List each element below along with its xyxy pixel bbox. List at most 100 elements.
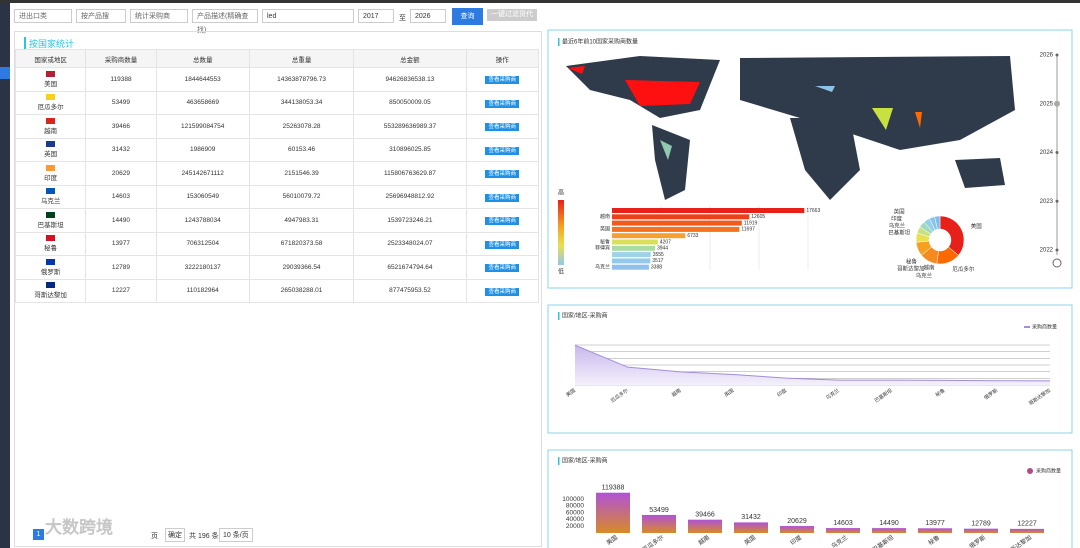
legend-swatch	[1027, 468, 1033, 474]
action-button[interactable]: 查看采购商	[485, 193, 519, 202]
timeline-dot[interactable]	[1055, 199, 1059, 203]
action-button[interactable]: 查看采购商	[485, 123, 519, 132]
slice-label: 乌克兰	[889, 221, 906, 229]
timeline-dot[interactable]	[1055, 151, 1059, 154]
category-label: 乌克兰	[595, 264, 610, 271]
value-label: 3517	[652, 258, 663, 264]
cell: 121599084754	[155, 114, 250, 139]
value-label: 3944	[657, 246, 668, 252]
country: 秘鲁	[44, 245, 58, 253]
x-tick-label: 厄瓜多尔	[609, 387, 629, 404]
legend-label: 采购商数量	[1032, 323, 1057, 330]
flag	[46, 94, 56, 101]
timeline-dot[interactable]	[1055, 53, 1059, 57]
page-button[interactable]: 1	[33, 529, 44, 540]
x-tick-label: 乌克兰	[824, 387, 840, 401]
chart-title: 最近6年前10国家采购商数量	[562, 38, 638, 46]
slice-label: 厄瓜多尔	[952, 265, 975, 273]
x-tick-label: 美国	[605, 533, 619, 546]
cell: 查看采购商	[465, 67, 539, 92]
table-row: 秘鲁 13977 706312504 671820373.58 2523348024.0…	[14, 231, 539, 256]
query-button[interactable]: 查询	[452, 8, 483, 25]
column-header: 总数量	[155, 49, 250, 68]
action-button[interactable]: 查看采购商	[485, 264, 519, 273]
action-button[interactable]: 查看采购商	[485, 287, 519, 296]
action-button[interactable]: 查看采购商	[485, 76, 519, 85]
bar	[1010, 528, 1044, 533]
flag	[46, 235, 56, 242]
x-tick-label: 巴基斯坦	[873, 387, 893, 404]
select[interactable]: 进出口类	[14, 9, 72, 23]
flag	[46, 188, 56, 195]
cell: 查看采购商	[465, 161, 539, 186]
bar	[688, 519, 722, 533]
bar	[612, 258, 651, 264]
cell: 14363878796.73	[248, 67, 355, 92]
country: 厄瓜多尔	[37, 104, 64, 112]
table-row: 巴基斯坦 14490 1243788034 4947983.31 1539723246.…	[14, 208, 539, 233]
cell: 25696948812.92	[353, 184, 467, 209]
bar	[872, 528, 906, 533]
page-size[interactable]: 10 条/页	[219, 528, 253, 542]
action-button[interactable]: 查看采购商	[485, 146, 519, 155]
value-label: 119388	[602, 485, 625, 492]
country: 英国	[44, 151, 58, 159]
cell: 877475953.52	[353, 278, 467, 303]
country: 哥斯达黎加	[34, 292, 67, 300]
timeline-dot[interactable]	[1055, 248, 1059, 252]
bar	[596, 492, 630, 533]
value-label: 20629	[787, 518, 807, 525]
select[interactable]: 产品描述(精确查找)	[192, 9, 258, 34]
cell: 53499	[85, 90, 157, 115]
bar	[918, 528, 952, 533]
action-button[interactable]: 查看采购商	[485, 170, 519, 179]
select[interactable]: 按产品搜	[76, 9, 126, 23]
sidebar	[0, 3, 10, 548]
panel	[547, 29, 1073, 289]
panel	[547, 304, 1073, 434]
cell: 查看采购商	[465, 137, 539, 162]
keyword-input[interactable]: led	[262, 9, 354, 23]
toggle[interactable]: 一键过滤货代	[487, 9, 537, 21]
value-label: 6733	[687, 233, 698, 239]
legend-label: 高	[558, 189, 564, 197]
timeline-dot[interactable]	[1054, 100, 1060, 107]
y-tick-label: 60000	[566, 509, 584, 516]
slice	[939, 215, 965, 256]
value-label: 53499	[649, 507, 669, 514]
table-row: 美国 119388 1844644553 14363878796.73 94626836…	[14, 67, 539, 92]
x-tick-label: 哥斯达黎加	[1004, 533, 1033, 548]
value-label: 11697	[741, 227, 755, 233]
action-button[interactable]: 查看采购商	[485, 240, 519, 249]
slice-label: 巴基斯坦	[888, 228, 911, 236]
timeline-label: 2026	[1040, 53, 1054, 59]
table-row: 印度 20629 245142671112 2151546.39 11580676362…	[14, 161, 539, 186]
cell: 20629	[85, 161, 157, 186]
value-label: 3555	[653, 252, 664, 258]
x-tick-label: 英国	[743, 533, 757, 546]
action-button[interactable]: 查看采购商	[485, 217, 519, 226]
cell: 553289636989.37	[353, 114, 467, 139]
bar	[734, 522, 768, 533]
x-tick-label: 乌克兰	[830, 533, 849, 548]
bar	[612, 214, 750, 220]
slice-label: 英国	[894, 207, 906, 215]
slice-label: 秘鲁	[906, 257, 918, 265]
play-button[interactable]	[1052, 258, 1062, 268]
cell: 6521674794.64	[353, 255, 467, 280]
year-input[interactable]: 2026	[410, 9, 446, 23]
y-tick-label: 40000	[566, 516, 584, 523]
cell: 1844644553	[155, 67, 250, 92]
slice-label: 越南	[923, 263, 935, 271]
confirm-button[interactable]: 确定	[165, 528, 185, 542]
value-label: 31432	[741, 514, 761, 521]
cell: 94626836538.13	[353, 67, 467, 92]
year-input[interactable]: 2017	[358, 9, 394, 23]
action-button[interactable]: 查看采购商	[485, 99, 519, 108]
cell: 巴基斯坦	[14, 208, 87, 233]
select[interactable]: 统计采购商	[130, 9, 188, 23]
bar	[612, 252, 651, 258]
cell: 查看采购商	[465, 114, 539, 139]
